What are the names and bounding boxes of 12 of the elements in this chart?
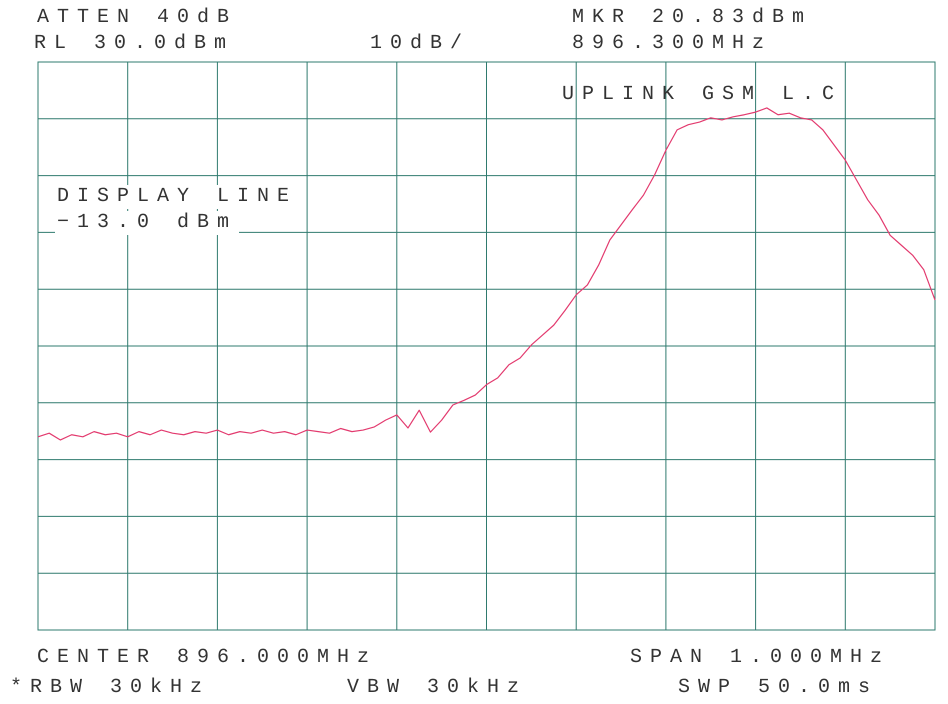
text: VBW 30kHz [345,676,530,700]
text: SWP 50.0ms [676,676,880,700]
text: CENTER 896.000MHz [35,646,380,670]
text: *RBW 30kHz [8,676,212,700]
text: RL 30.0dBm [32,32,236,56]
annotation: DISPLAY LINE [55,185,300,209]
annotation: −13.0 dBm [55,211,240,235]
text: MKR 20.83dBm [570,6,814,30]
text: ATTEN 40dB [35,6,240,30]
text: SPAN 1.000MHz [628,646,892,670]
text: 10dB/ [368,32,472,56]
text: 896.300MHz [570,32,774,56]
